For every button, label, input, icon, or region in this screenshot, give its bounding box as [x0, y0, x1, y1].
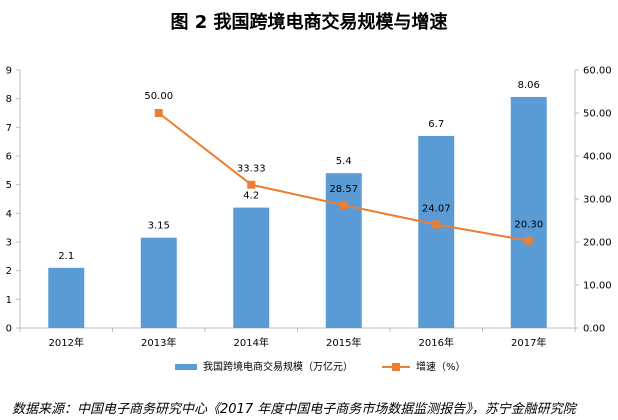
line-data-label: 24.07 — [422, 203, 451, 214]
line-data-label: 33.33 — [237, 164, 266, 175]
legend-line-marker — [392, 363, 400, 371]
y-left-tick-label: 5 — [6, 180, 12, 191]
y-left-tick-label: 0 — [6, 324, 12, 335]
bar-data-label: 6.7 — [428, 119, 444, 130]
line-point — [154, 109, 163, 117]
bar-data-label: 4.2 — [243, 191, 259, 202]
y-right-tick-label: 0.00 — [583, 324, 605, 335]
line-point — [339, 201, 348, 210]
line-data-label: 50.00 — [144, 91, 173, 102]
legend-bar-label: 我国跨境电商交易规模（万亿元） — [203, 360, 353, 373]
bar-data-label: 2.1 — [58, 251, 74, 262]
bar-data-label: 5.4 — [336, 156, 352, 167]
bar — [418, 135, 455, 328]
y-right-tick-label: 20.00 — [583, 238, 612, 249]
y-right-tick-label: 10.00 — [583, 281, 612, 292]
x-tick-label: 2015年 — [326, 336, 361, 349]
bar — [510, 96, 547, 329]
bar-data-label: 8.06 — [518, 80, 540, 91]
y-left-tick-label: 4 — [6, 209, 12, 220]
source-note: 数据来源：中国电子商务研究中心《2017 年度中国电子商务市场数据监测报告》，苏… — [12, 402, 576, 417]
chart-title: 图 2 我国跨境电商交易规模与增速 — [170, 12, 448, 33]
legend-line-label: 增速（%） — [416, 360, 466, 373]
y-left-tick-label: 6 — [6, 152, 12, 163]
line-point — [432, 220, 441, 229]
y-left-tick-label: 7 — [6, 123, 12, 134]
x-tick-label: 2016年 — [419, 336, 454, 349]
y-left-tick-label: 9 — [6, 66, 12, 77]
x-tick-label: 2013年 — [141, 336, 176, 349]
bar — [233, 207, 270, 328]
x-tick-label: 2017年 — [511, 336, 546, 349]
y-left-tick-label: 2 — [6, 266, 12, 277]
y-left-tick-label: 8 — [6, 94, 12, 105]
line-data-label: 20.30 — [514, 220, 543, 231]
y-right-tick-label: 30.00 — [583, 195, 612, 206]
bar — [140, 237, 177, 328]
x-tick-label: 2014年 — [234, 336, 269, 349]
combo-chart: 0 1 2 3 4 5 6 7 8 9 0.00 10.00 20.00 30.00 40.00 50.00 6… — [6, 66, 612, 374]
line-point — [247, 180, 256, 189]
bar — [48, 267, 85, 328]
bar-data-label: 3.15 — [148, 221, 170, 232]
y-right-tick-label: 40.00 — [583, 152, 612, 163]
y-right-tick-label: 60.00 — [583, 66, 612, 77]
y-right-tick-label: 50.00 — [583, 109, 612, 120]
line-data-label: 28.57 — [329, 184, 358, 195]
legend-bar-swatch — [175, 364, 197, 370]
bar — [325, 173, 362, 328]
x-tick-label: 2012年 — [49, 336, 84, 349]
y-left-tick-label: 3 — [6, 238, 12, 249]
line-point — [524, 236, 533, 245]
y-left-tick-label: 1 — [6, 295, 12, 306]
